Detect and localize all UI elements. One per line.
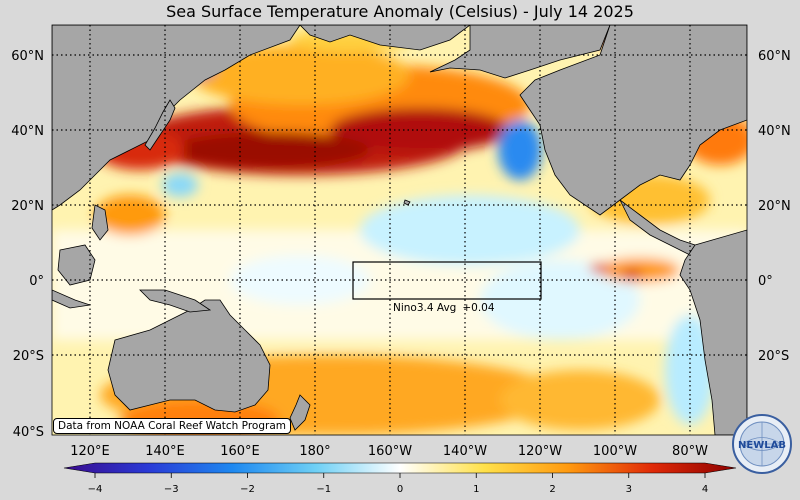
colorbar-tick-label: −4: [88, 484, 103, 495]
latitude-labels-left: 60°N 40°N 20°N 0° 20°S 40°S: [11, 49, 44, 440]
lat-label: 40°N: [11, 124, 44, 139]
graticule: [52, 25, 747, 435]
data-source-note: Data from NOAA Coral Reef Watch Program: [53, 418, 291, 434]
siberia-landmass: [299, 25, 471, 51]
land-masses: [52, 25, 747, 435]
japan-landmass: [144, 99, 176, 151]
alaska-landmass: [429, 25, 611, 79]
south-america-landmass: [679, 229, 747, 435]
lon-label: 80°W: [672, 444, 708, 459]
lat-label: 20°S: [758, 349, 789, 364]
map-area: Nino3.4 Avg +0.04: [52, 25, 747, 435]
colorbar-tick-label: 0: [397, 484, 403, 495]
colorbar-tick-label: −2: [240, 484, 255, 495]
colorbar-ticks: −4 −3 −2 −1 0 1 2 3 4: [88, 473, 708, 495]
lat-label: 20°N: [758, 199, 791, 214]
colorbar: [63, 462, 737, 474]
nino34-label: Nino3.4 Avg +0.04: [393, 302, 495, 314]
lat-label: 0°: [29, 274, 44, 289]
lat-label: 40°S: [13, 425, 44, 440]
sumatra-landmass: [52, 289, 91, 309]
longitude-labels: 120°E 140°E 160°E 180° 160°W 140°W 120°W…: [70, 444, 708, 459]
lon-label: 160°E: [220, 444, 260, 459]
colorbar-tick-label: −1: [316, 484, 331, 495]
lon-label: 120°E: [70, 444, 110, 459]
lat-label: 0°: [758, 274, 773, 289]
lon-label: 160°W: [368, 444, 412, 459]
colorbar-tick-label: 4: [702, 484, 708, 495]
map-border: [51, 24, 748, 436]
lat-label: 60°N: [758, 49, 791, 64]
philippines-landmass: [91, 204, 109, 241]
new-zealand-landmass: [289, 394, 311, 431]
lat-label: 60°N: [11, 49, 44, 64]
colorbar-tick-label: 2: [549, 484, 555, 495]
nino34-region-box: [352, 261, 542, 300]
lat-label: 20°N: [11, 199, 44, 214]
lon-label: 140°W: [443, 444, 487, 459]
lat-label: 20°S: [13, 349, 44, 364]
borneo-landmass: [57, 244, 96, 286]
lon-label: 180°: [299, 444, 330, 459]
lab-logo: NEWLAB: [732, 414, 792, 474]
latitude-labels-right: 60°N 40°N 20°N 0° 20°S: [758, 49, 791, 364]
lon-label: 100°W: [593, 444, 637, 459]
north-america-landmass: [519, 25, 747, 216]
colorbar-tick-label: 3: [626, 484, 632, 495]
lon-label: 140°E: [145, 444, 185, 459]
lat-label: 40°N: [758, 124, 791, 139]
colorbar-tick-label: −3: [164, 484, 179, 495]
colorbar-tick-label: 1: [473, 484, 479, 495]
map-title: Sea Surface Temperature Anomaly (Celsius…: [166, 2, 634, 21]
svg-text:NEWLAB: NEWLAB: [738, 440, 786, 451]
new-guinea-landmass: [139, 289, 212, 313]
lon-label: 120°W: [518, 444, 562, 459]
